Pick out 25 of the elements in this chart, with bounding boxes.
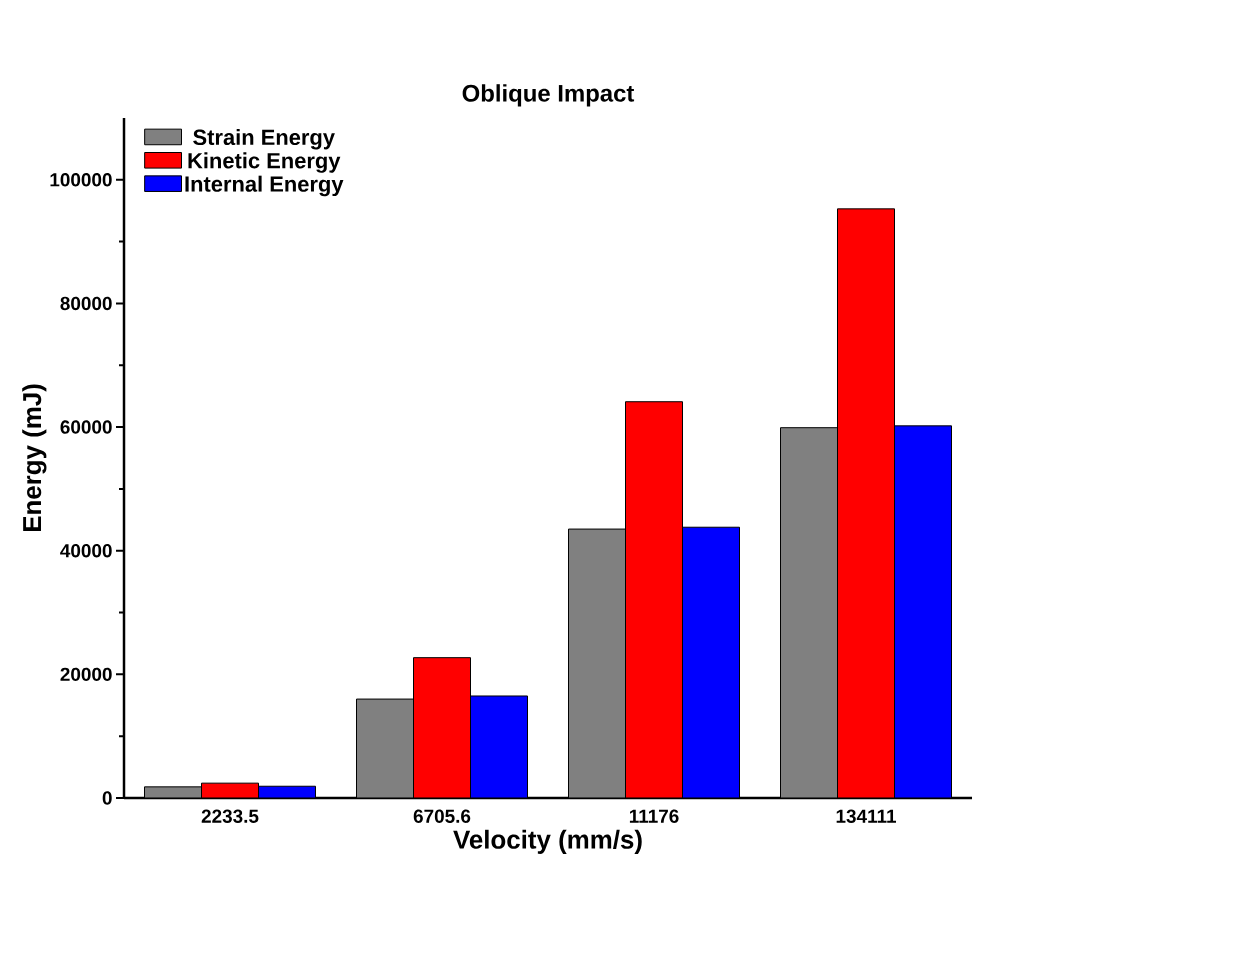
bar bbox=[470, 695, 529, 798]
x-tick-label: 6705.6 bbox=[413, 809, 471, 823]
y-tick-label: 20000 bbox=[60, 667, 112, 682]
x-axis-title: Velocity (mm/s) bbox=[453, 829, 642, 854]
chart-title: Oblique Impact bbox=[462, 84, 635, 107]
y-tick-label: 40000 bbox=[60, 544, 112, 558]
y-tick-label: 60000 bbox=[60, 420, 112, 434]
bar bbox=[356, 698, 415, 798]
bar bbox=[894, 425, 953, 798]
y-tick-label: 0 bbox=[102, 791, 112, 805]
legend-label: Internal Energy bbox=[185, 175, 344, 197]
y-tick-label: 100000 bbox=[50, 173, 112, 187]
x-tick-label: 134111 bbox=[836, 809, 897, 823]
legend-label: Kinetic Energy bbox=[188, 152, 341, 173]
bar bbox=[682, 526, 741, 798]
bar bbox=[780, 427, 839, 798]
x-tick-label: 2233.5 bbox=[201, 809, 259, 823]
bar bbox=[625, 401, 684, 798]
bar bbox=[413, 657, 472, 798]
bar bbox=[568, 528, 627, 798]
bar bbox=[837, 208, 896, 798]
y-axis-title: Energy (mJ) bbox=[22, 384, 47, 532]
y-tick-label: 80000 bbox=[60, 296, 112, 311]
legend-label: Strain Energy bbox=[193, 128, 335, 150]
x-tick-label: 11176 bbox=[629, 809, 679, 823]
